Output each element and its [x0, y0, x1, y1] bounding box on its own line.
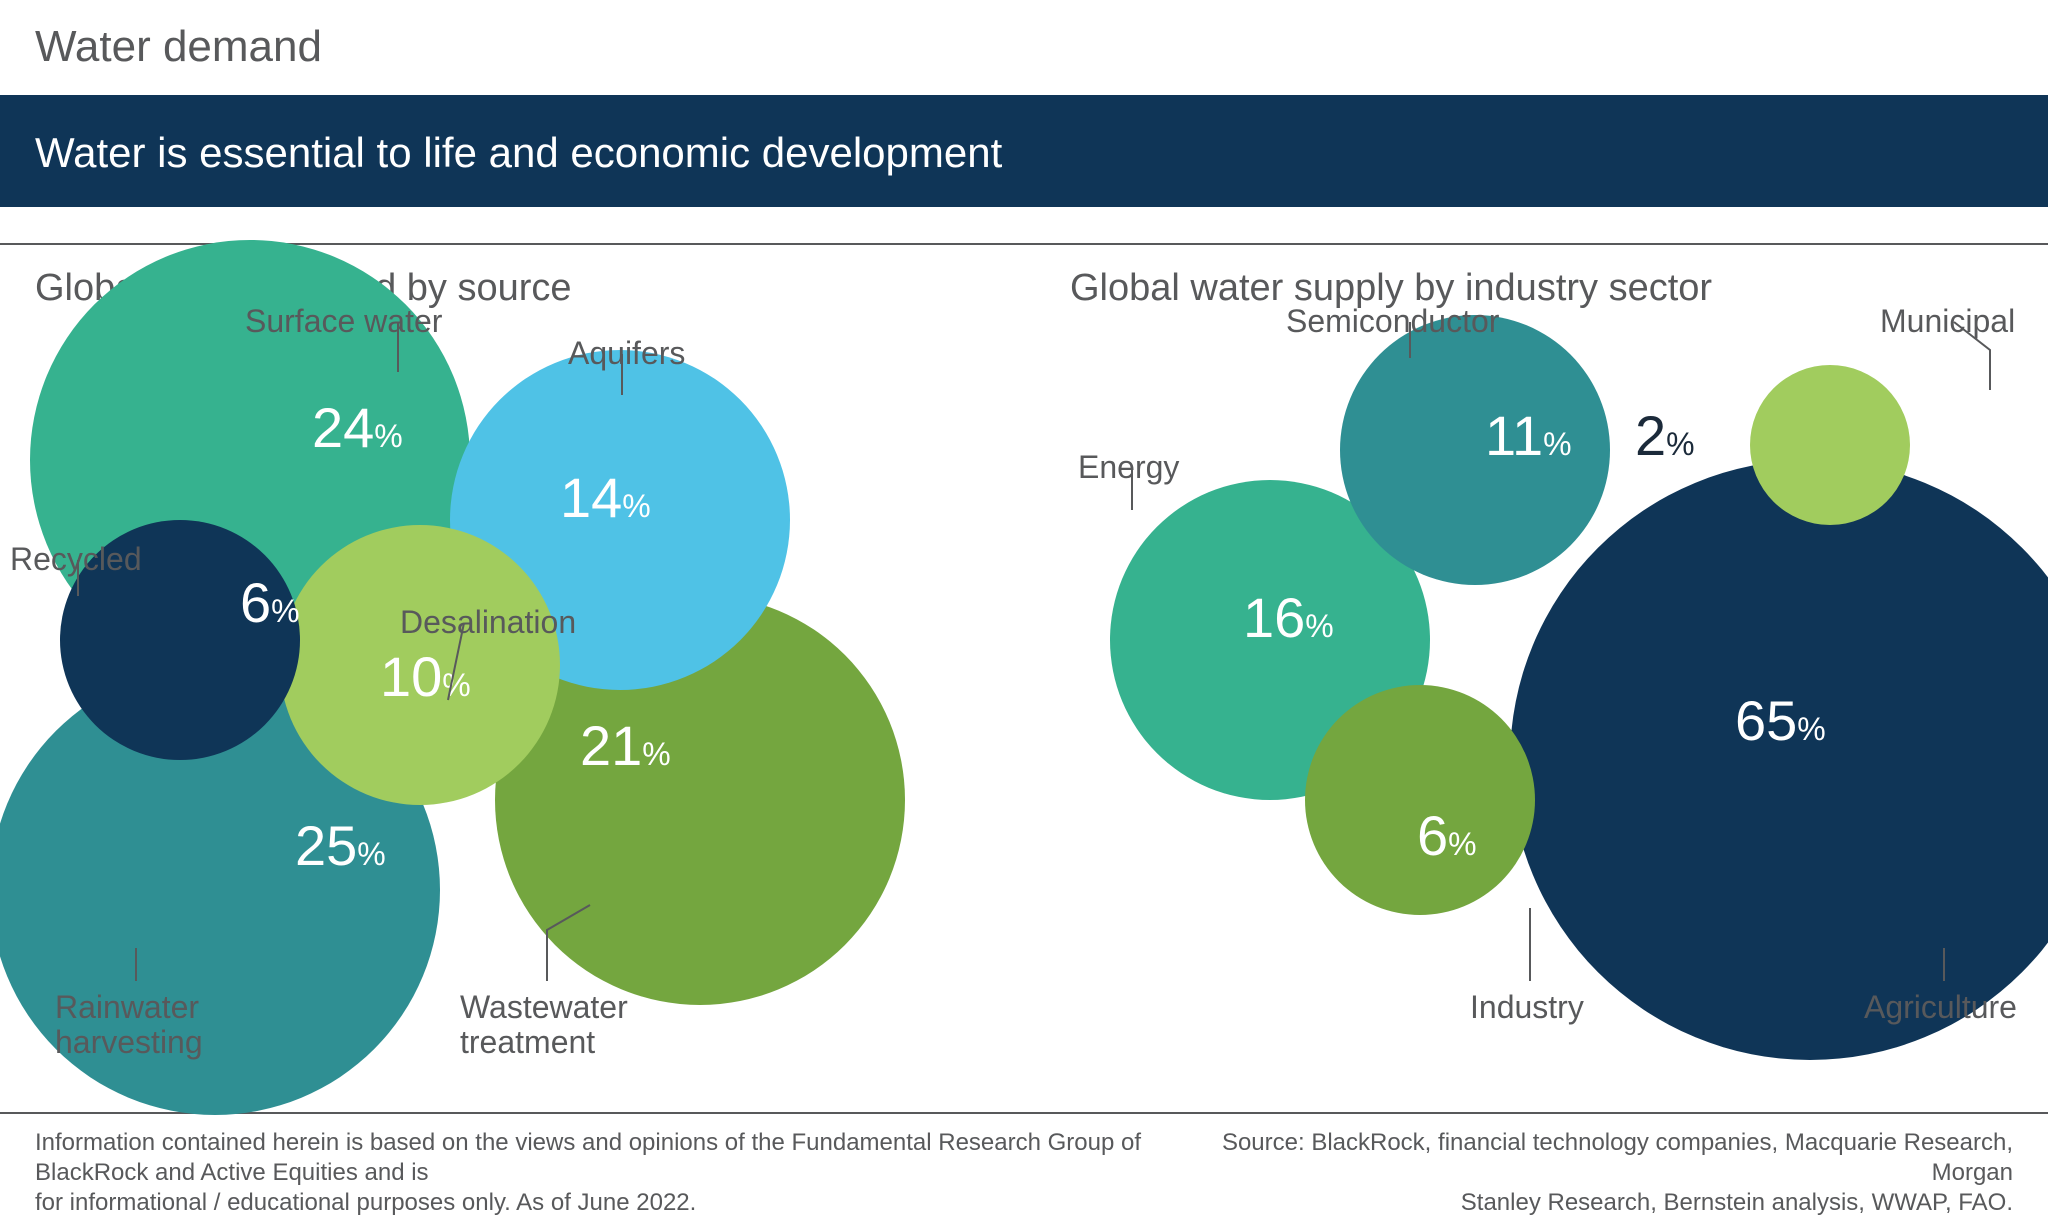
page-subtitle: Water is essential to life and economic … [35, 129, 1002, 177]
municipal-label: Municipal [1880, 304, 2015, 339]
agriculture-label: Agriculture [1864, 990, 2017, 1025]
recycled-bubble-value: 6 [240, 571, 271, 634]
surface-water-label: Surface water [245, 304, 442, 339]
recycled-label: Recycled [10, 542, 142, 577]
wastewater-label: Wastewatertreatment [460, 990, 628, 1060]
rain-harvest-bubble-label: 25% [295, 818, 386, 874]
industry-label: Industry [1470, 990, 1584, 1025]
municipal-bubble-label: 2% [1635, 408, 1695, 464]
semiconductor-label: Semiconductor [1286, 304, 1499, 339]
agriculture-bubble-label: 65% [1735, 693, 1826, 749]
industry-bubble-label: 6% [1417, 808, 1477, 864]
energy-label: Energy [1078, 450, 1179, 485]
semiconductor-bubble-value: 11 [1485, 404, 1543, 467]
industry-bubble [1305, 685, 1535, 915]
desalination-bubble-value: 10 [380, 645, 442, 708]
aquifers-bubble-value: 14 [560, 466, 622, 529]
chart-stage: Water demand Water is essential to life a… [0, 0, 2048, 1221]
aquifers-label: Aquifers [568, 336, 685, 371]
rain-harvest-bubble-value: 25 [295, 814, 357, 877]
recycled-bubble-label: 6% [240, 575, 300, 631]
agriculture-bubble-value: 65 [1735, 689, 1797, 752]
desalination-bubble-label: 10% [380, 649, 471, 705]
municipal-bubble-value: 2 [1635, 404, 1666, 467]
industry-bubble-value: 6 [1417, 804, 1448, 867]
divider-bottom [0, 1112, 2048, 1114]
divider-top [0, 243, 2048, 245]
desalination-label: Desalination [400, 605, 576, 640]
agriculture-bubble [1510, 460, 2048, 1060]
rain-harvest-label: Rainwaterharvesting [55, 990, 203, 1060]
semiconductor-bubble-label: 11% [1485, 408, 1572, 464]
footnote-left: Information contained herein is based on… [35, 1128, 1195, 1218]
wastewater-bubble-value: 21 [580, 714, 642, 777]
wastewater-bubble-label: 21% [580, 718, 671, 774]
municipal-bubble [1750, 365, 1910, 525]
footnote-right: Source: BlackRock, financial technology … [1193, 1128, 2013, 1218]
aquifers-bubble-label: 14% [560, 470, 651, 526]
energy-bubble-label: 16% [1243, 590, 1334, 646]
surface-water-bubble-value: 24 [312, 396, 374, 459]
surface-water-bubble-label: 24% [312, 400, 403, 456]
page-title: Water demand [35, 22, 322, 72]
energy-bubble-value: 16 [1243, 586, 1305, 649]
